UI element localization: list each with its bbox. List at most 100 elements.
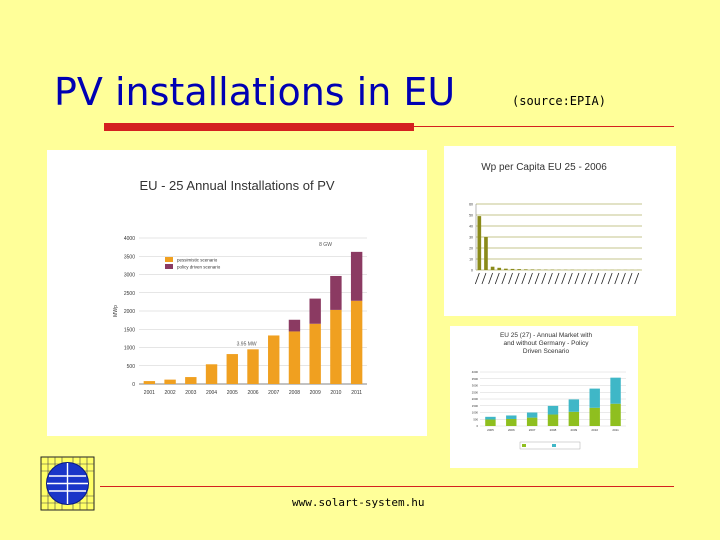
chart1-bar-policy bbox=[288, 319, 301, 332]
chart1-bar-pessimistic bbox=[268, 335, 280, 384]
chart3-x-tick-label: 2011 bbox=[612, 428, 619, 432]
chart2-x-tick-label-mark bbox=[634, 272, 640, 285]
chart2-bar bbox=[523, 269, 528, 270]
chart1-bar-pessimistic bbox=[330, 309, 342, 384]
chart3-y-tick-label: 2500 bbox=[472, 390, 479, 394]
chart2-x-tick-label-mark bbox=[494, 272, 500, 285]
chart3-bar-germany bbox=[610, 403, 621, 426]
chart1-y-tick-label: 3000 bbox=[124, 273, 135, 279]
chart3-title: Driven Scenario bbox=[523, 348, 570, 355]
chart1-bar-pessimistic bbox=[247, 349, 259, 384]
chart2-x-tick-label-mark bbox=[521, 272, 527, 285]
chart3-x-tick-label: 2006 bbox=[508, 428, 515, 432]
chart2-x-tick-label-mark bbox=[481, 272, 487, 285]
chart1-bar-pessimistic bbox=[226, 354, 238, 384]
chart1-y-tick-label: 1000 bbox=[124, 346, 135, 352]
chart2-x-tick-label-mark bbox=[587, 272, 593, 285]
chart3-bar-germany bbox=[506, 418, 517, 426]
chart2-bar bbox=[504, 268, 508, 270]
chart2-y-tick-label: 20 bbox=[469, 247, 473, 251]
chart3-y-tick-label: 3000 bbox=[472, 384, 479, 388]
chart2-x-tick-label-mark bbox=[474, 272, 480, 285]
chart3-legend-swatch bbox=[522, 444, 526, 447]
chart3-y-tick-label: 1500 bbox=[472, 404, 479, 408]
chart1-title: EU - 25 Annual Installations of PV bbox=[139, 178, 334, 193]
chart2-x-tick-label-mark bbox=[547, 272, 553, 285]
chart3-bar-germany bbox=[485, 419, 496, 426]
chart1-bar-policy bbox=[350, 251, 363, 301]
chart1-x-tick-label: 2007 bbox=[268, 390, 279, 396]
chart1-annotation: 3.95 MW bbox=[237, 341, 257, 347]
chart1-y-tick-label: 2000 bbox=[124, 309, 135, 315]
chart1-y-tick-label: 3500 bbox=[124, 254, 135, 260]
chart1-x-tick-label: 2011 bbox=[351, 390, 362, 396]
chart3-y-tick-label: 3500 bbox=[472, 377, 479, 381]
chart2-y-tick-label: 60 bbox=[469, 203, 473, 207]
chart2-title: Wp per Capita EU 25 - 2006 bbox=[481, 162, 607, 173]
chart3-title: and without Germany - Policy bbox=[504, 340, 590, 347]
title-underline-line bbox=[414, 126, 674, 127]
chart2-x-tick-label-mark bbox=[508, 272, 513, 285]
solart-logo bbox=[40, 456, 95, 511]
chart2-bar bbox=[497, 267, 502, 270]
chart1-y-tick-label: 0 bbox=[132, 382, 135, 388]
chart2-x-tick-label-mark bbox=[488, 272, 493, 285]
chart2-x-tick-label-mark bbox=[554, 272, 560, 285]
chart3-y-tick-label: 4000 bbox=[472, 370, 479, 374]
chart1-x-tick-label: 2003 bbox=[185, 390, 196, 396]
chart3-bar-germany bbox=[589, 407, 600, 426]
chart3-bar-rest-of-eu bbox=[568, 399, 580, 412]
chart3-x-tick-label: 2009 bbox=[571, 428, 578, 432]
chart1-x-tick-label: 2010 bbox=[330, 390, 341, 396]
chart3-title: EU 25 (27) - Annual Market with bbox=[500, 332, 593, 339]
chart3-y-tick-label: 0 bbox=[476, 424, 478, 428]
chart2-bar bbox=[517, 269, 521, 270]
chart3-bar-rest-of-eu bbox=[526, 412, 538, 418]
chart2-x-tick-label-mark bbox=[601, 272, 606, 285]
chart2-x-tick-label-mark bbox=[514, 272, 520, 285]
source-note: (source:EPIA) bbox=[512, 94, 606, 108]
chart1-y-tick-label: 2500 bbox=[124, 291, 135, 297]
chart2-bar bbox=[510, 268, 515, 270]
chart2-bar bbox=[484, 237, 488, 270]
slide-title: PV installations in EU bbox=[54, 70, 456, 114]
chart2-y-tick-label: 50 bbox=[469, 214, 473, 218]
chart2-x-tick-label-mark bbox=[607, 272, 613, 285]
chart1-bar-pessimistic bbox=[350, 300, 363, 384]
chart2-x-tick-label-mark bbox=[627, 272, 633, 285]
chart1-bar-pessimistic bbox=[143, 381, 156, 384]
chart2-y-tick-label: 30 bbox=[469, 236, 473, 240]
chart1-legend-swatch bbox=[165, 257, 173, 262]
chart1-bar-pessimistic bbox=[164, 379, 176, 384]
chart2-bar bbox=[477, 216, 482, 270]
chart1-x-tick-label: 2001 bbox=[144, 390, 155, 396]
chart3-bar-rest-of-eu bbox=[485, 416, 496, 420]
chart1-y-tick-label: 4000 bbox=[124, 236, 135, 242]
footer-url: www.solart-system.hu bbox=[292, 496, 425, 509]
chart-panel-annual-installations: EU - 25 Annual Installations of PV 0 500 10… bbox=[47, 150, 427, 436]
chart3-x-tick-label: 2010 bbox=[591, 428, 598, 432]
footer-line bbox=[100, 486, 674, 487]
chart3-y-tick-label: 2000 bbox=[472, 397, 479, 401]
chart2-x-tick-label-mark bbox=[594, 272, 600, 285]
chart1-legend-label: policy driven scenario bbox=[177, 265, 221, 270]
chart3-y-tick-label: 500 bbox=[473, 417, 478, 421]
chart3-legend-swatch bbox=[552, 444, 556, 447]
chart3-bar-germany bbox=[547, 414, 559, 426]
chart1-annotation: 8 GW bbox=[319, 242, 332, 248]
chart2-x-tick-label-mark bbox=[534, 272, 540, 285]
chart3-bar-rest-of-eu bbox=[610, 377, 621, 404]
chart2-x-tick-label-mark bbox=[581, 272, 586, 285]
chart-panel-wp-per-capita: Wp per Capita EU 25 - 2006 0 10 20 30 40 50 60 bbox=[444, 146, 676, 316]
chart3-bar-germany bbox=[568, 411, 580, 426]
chart2-x-tick-label-mark bbox=[528, 272, 533, 285]
chart1-x-tick-label: 2009 bbox=[310, 390, 321, 396]
chart1-x-tick-label: 2004 bbox=[206, 390, 217, 396]
chart3-bar-germany bbox=[526, 417, 538, 426]
chart2-x-tick-label-mark bbox=[561, 272, 567, 285]
chart1-bar-pessimistic bbox=[288, 331, 301, 384]
chart3-bar-rest-of-eu bbox=[547, 405, 559, 415]
chart1-x-tick-label: 2006 bbox=[247, 390, 258, 396]
chart1-bar-pessimistic bbox=[205, 364, 218, 384]
